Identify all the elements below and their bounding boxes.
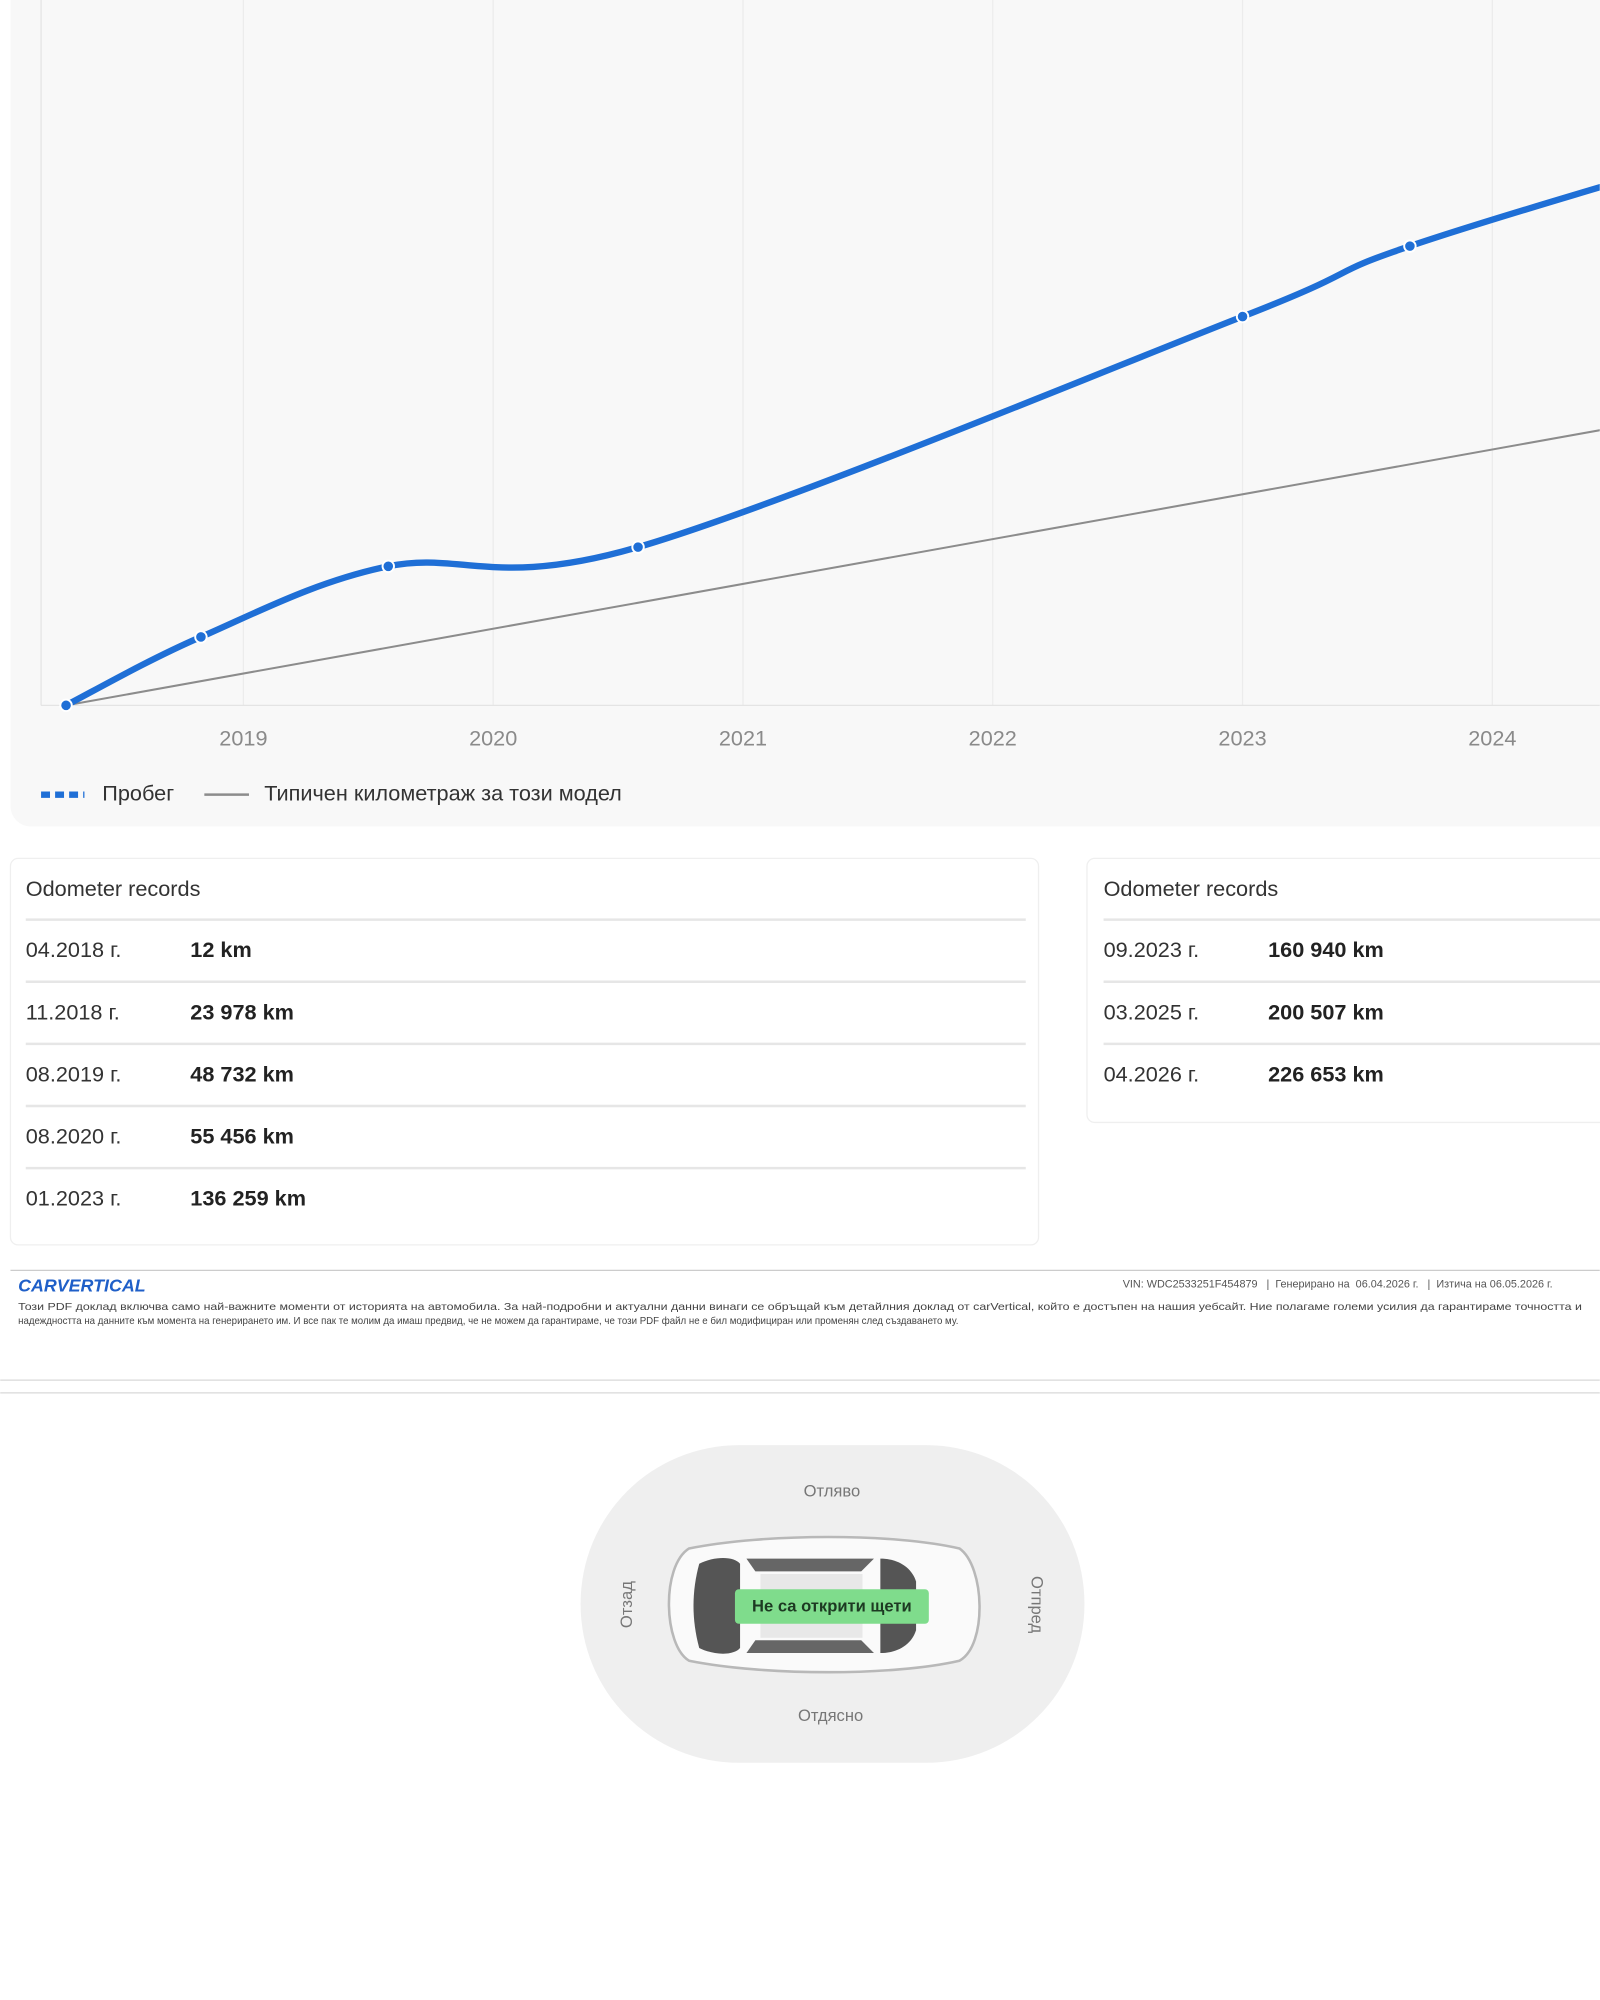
data-point bbox=[194, 630, 208, 644]
data-point bbox=[631, 540, 645, 554]
x-tick-label: 2023 bbox=[1218, 726, 1266, 751]
record-date: 08.2019 г. bbox=[26, 1061, 122, 1086]
x-tick-label: 2021 bbox=[719, 726, 767, 751]
record-date: 11.2018 г. bbox=[26, 999, 120, 1024]
side-label: Отпред bbox=[1028, 1576, 1047, 1634]
record-date: 03.2025 г. bbox=[1104, 999, 1200, 1024]
data-point bbox=[381, 559, 395, 574]
plot bbox=[59, 183, 1600, 713]
data-point bbox=[1235, 309, 1250, 324]
side-label: Отляво bbox=[804, 1482, 861, 1501]
tables: Odometer records 04.2018 г. 12 km 11.2018 г… bbox=[25, 876, 1600, 1211]
table-title: Odometer records bbox=[26, 876, 201, 901]
record-date: 01.2023 г. bbox=[26, 1186, 122, 1211]
status-badge bbox=[734, 1589, 929, 1624]
record-km: 136 259 km bbox=[190, 1186, 306, 1211]
record-date: 04.2018 г. bbox=[26, 937, 122, 962]
footer-meta: VIN: WDC2533251F454879 | Генерирано на 0… bbox=[1123, 1278, 1553, 1290]
record-date: 08.2020 г. bbox=[26, 1124, 122, 1149]
side-label: Отзад bbox=[617, 1581, 636, 1628]
disclaimer: Този PDF доклад включва само най-важните… bbox=[18, 1302, 1582, 1313]
x-tick-label: 2022 bbox=[969, 726, 1017, 751]
legend-label: Пробег bbox=[102, 780, 174, 805]
status-text: Не са открити щети bbox=[752, 1597, 912, 1616]
logo: CARVERTICAL bbox=[18, 1276, 146, 1296]
typical-line bbox=[65, 429, 1600, 707]
x-tick-label: 2019 bbox=[219, 726, 267, 751]
record-km: 12 km bbox=[190, 937, 251, 962]
damage-diagram: Отляво Отдясно Отзад Отпред Не са открит… bbox=[580, 1445, 1085, 1763]
x-tick-label: 2020 bbox=[469, 726, 517, 751]
x-tick-label: 2024 bbox=[1468, 726, 1516, 751]
data-point bbox=[1403, 239, 1417, 253]
record-km: 23 978 km bbox=[190, 999, 294, 1024]
record-km: 55 456 km bbox=[190, 1124, 294, 1149]
disclaimer: надеждността на данните към момента на г… bbox=[18, 1316, 958, 1327]
record-km: 160 940 km bbox=[1268, 937, 1384, 962]
data-point bbox=[59, 698, 73, 713]
mileage-line bbox=[62, 183, 1600, 709]
grid bbox=[242, 0, 1493, 706]
record-km: 200 507 km bbox=[1268, 999, 1384, 1024]
x-ticks: 2019 2020 2021 2022 2023 2024 bbox=[219, 726, 1516, 751]
record-km: 48 732 km bbox=[190, 1061, 294, 1086]
legend: Пробег Типичен километраж за този модел bbox=[41, 780, 622, 805]
record-km: 226 653 km bbox=[1268, 1061, 1384, 1086]
chart-card bbox=[10, 0, 1600, 827]
table-card bbox=[1086, 857, 1600, 1124]
legend-label: Типичен километраж за този модел bbox=[264, 780, 622, 805]
table-title: Odometer records bbox=[1104, 876, 1279, 901]
record-date: 09.2023 г. bbox=[1104, 937, 1200, 962]
record-date: 04.2026 г. bbox=[1104, 1061, 1200, 1086]
side-label: Отдясно bbox=[798, 1706, 863, 1725]
table-card bbox=[9, 857, 1040, 1246]
